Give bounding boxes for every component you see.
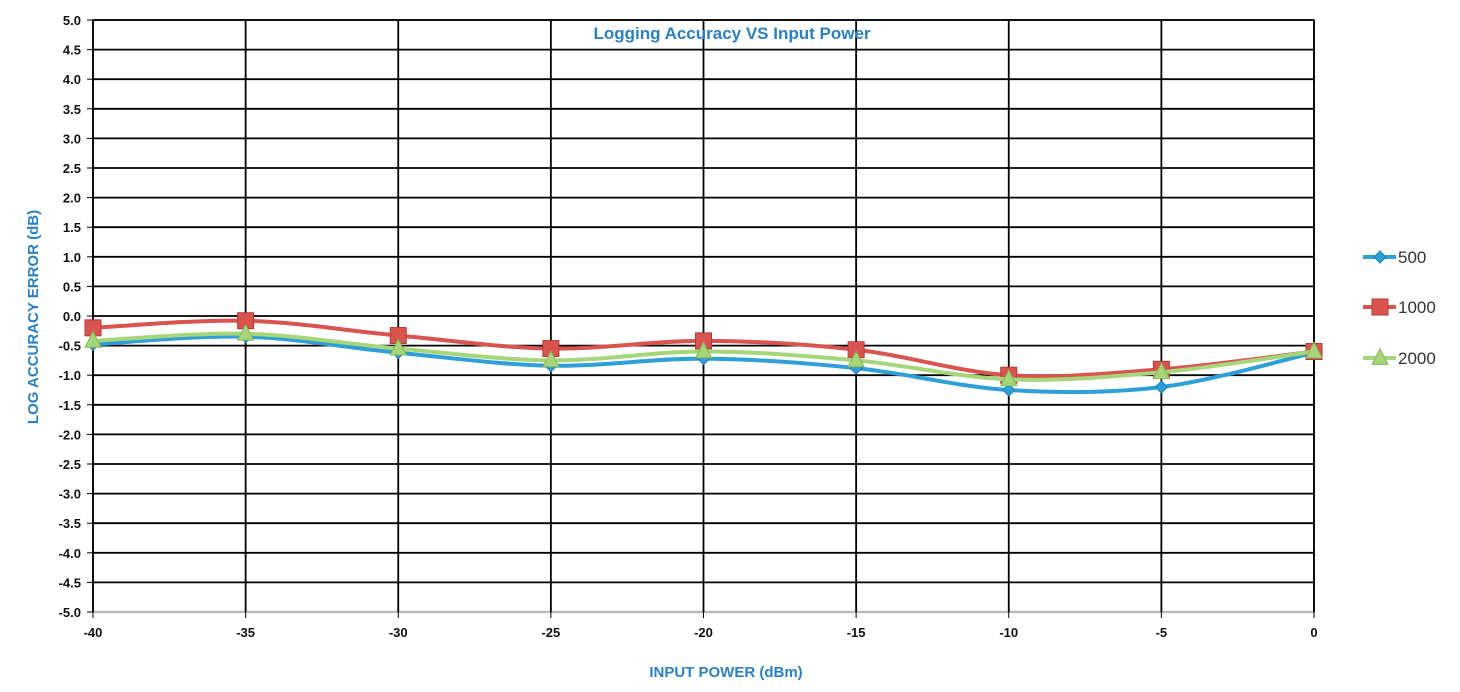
data-point-2000 [1152, 361, 1171, 380]
x-tick-label: -30 [389, 625, 408, 640]
data-point-500 [1002, 383, 1016, 397]
x-tick-label: -35 [236, 625, 255, 640]
y-tick-label: -5.0 [59, 605, 81, 620]
legend-item-500: 500 [1363, 248, 1426, 267]
y-tick-label: -1.0 [59, 368, 81, 383]
y-tick-label: 3.5 [63, 102, 81, 117]
x-tick-label: -15 [847, 625, 866, 640]
data-point-2000 [84, 330, 102, 348]
x-tick-label: -25 [541, 625, 560, 640]
y-tick-label: 4.5 [63, 43, 81, 58]
data-point-2000 [542, 350, 560, 368]
y-tick-label: -0.5 [59, 339, 81, 354]
legend-label-2000: 2000 [1398, 349, 1436, 368]
y-axis-title: LOG ACCURACY ERROR (dB) [25, 210, 42, 424]
y-tick-label: -3.5 [59, 516, 81, 531]
data-point-2000 [1305, 341, 1323, 359]
data-point-2000 [847, 350, 865, 368]
x-tick-label: -5 [1156, 625, 1168, 640]
legend-marker-1000 [1371, 298, 1389, 316]
x-tick-label: 0 [1310, 625, 1317, 640]
legend: 500 1000 2000 [1363, 248, 1436, 368]
grid-lines [87, 19, 1315, 618]
y-tick-label: -2.5 [59, 457, 81, 472]
data-point-500 [1154, 380, 1169, 394]
series-2000 [84, 323, 1323, 387]
x-axis-title: INPUT POWER (dBm) [649, 664, 802, 681]
legend-label-500: 500 [1398, 248, 1426, 267]
data-point-2000 [999, 369, 1018, 387]
data-series [84, 312, 1323, 397]
y-tick-label: 3.0 [63, 131, 81, 146]
x-tick-label: -40 [84, 625, 103, 640]
y-tick-label: -4.5 [59, 575, 81, 590]
y-tick-label: 1.5 [63, 220, 81, 235]
data-point-2000 [389, 338, 408, 356]
x-tick-label: -10 [999, 625, 1018, 640]
y-tick-label: 0.0 [63, 309, 81, 324]
y-tick-label: 4.0 [63, 72, 81, 87]
y-tick-label: 0.5 [63, 279, 81, 294]
y-tick-label: -1.5 [59, 398, 81, 413]
legend-marker-2000 [1371, 347, 1389, 365]
y-tick-label: 2.0 [63, 191, 81, 206]
legend-item-2000: 2000 [1363, 347, 1436, 368]
data-point-2000 [236, 323, 255, 341]
y-tick-label: -3.0 [59, 487, 81, 502]
legend-label-1000: 1000 [1398, 298, 1436, 317]
y-tick-label: 1.0 [63, 250, 81, 265]
x-tick-label: -20 [694, 625, 713, 640]
y-tick-label: 5.0 [63, 13, 81, 28]
tick-labels: 5.0 4.5 4.0 3.5 3.0 2.5 2.0 1.5 1.0 0.5 0.0 -0.5 -1.… [59, 13, 1318, 640]
y-tick-label: 2.5 [63, 161, 81, 176]
chart-title: Logging Accuracy VS Input Power [593, 24, 870, 43]
y-tick-label: -2.0 [59, 427, 81, 442]
legend-item-1000: 1000 [1363, 298, 1436, 317]
data-point-2000 [694, 341, 713, 359]
y-tick-label: -4.0 [59, 546, 81, 561]
legend-marker-500 [1373, 250, 1387, 264]
series-1000 [84, 312, 1323, 384]
